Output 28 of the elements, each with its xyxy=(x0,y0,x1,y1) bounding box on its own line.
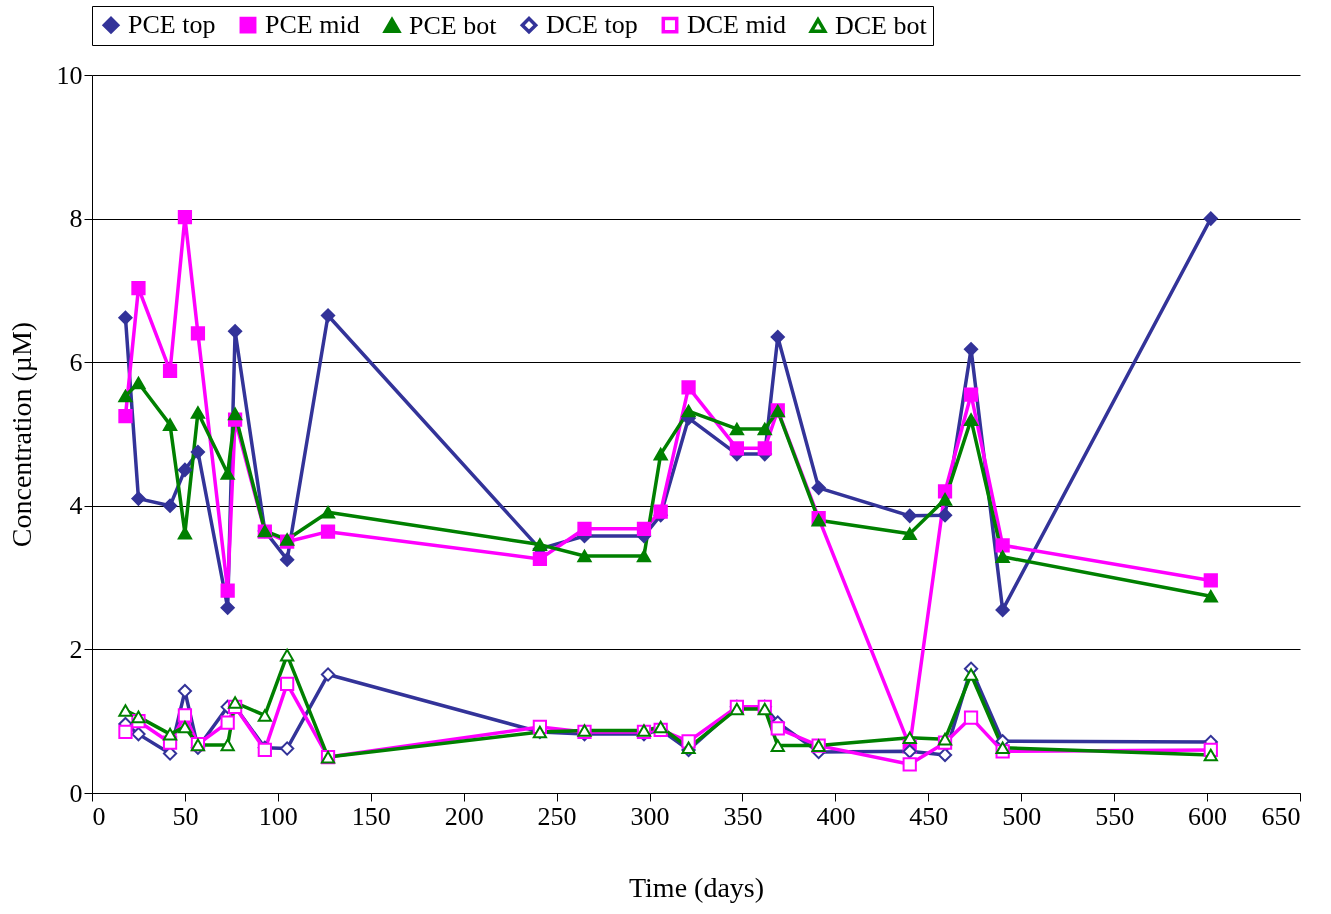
legend-label: DCE bot xyxy=(835,10,928,40)
legend-label: DCE top xyxy=(546,10,638,40)
y-tick-label: 10 xyxy=(56,60,83,90)
y-tick-label: 8 xyxy=(69,204,83,234)
x-tick-label: 350 xyxy=(723,801,763,831)
x-tick-label: 650 xyxy=(1261,801,1301,831)
y-tick-label: 4 xyxy=(69,491,83,521)
legend-label: PCE mid xyxy=(265,10,360,40)
legend-label: PCE top xyxy=(128,10,216,40)
x-tick-label: 600 xyxy=(1188,801,1228,831)
legend-label: DCE mid xyxy=(687,10,786,40)
y-axis-title: Concentration (µM) xyxy=(5,321,37,548)
legend-label: PCE bot xyxy=(409,10,498,40)
x-tick-label: 400 xyxy=(816,801,856,831)
x-tick-label: 250 xyxy=(537,801,577,831)
x-tick-label: 300 xyxy=(630,801,670,831)
y-tick-label: 2 xyxy=(69,634,83,664)
x-tick-label: 450 xyxy=(909,801,949,831)
x-tick-label: 500 xyxy=(1002,801,1042,831)
y-tick-label: 0 xyxy=(69,778,83,808)
x-tick-label: 100 xyxy=(258,801,298,831)
x-tick-label: 200 xyxy=(444,801,484,831)
x-tick-label: 550 xyxy=(1095,801,1135,831)
x-tick-label: 150 xyxy=(351,801,391,831)
x-axis-title: Time (days) xyxy=(628,871,765,903)
x-tick-label: 50 xyxy=(172,801,199,831)
y-tick-label: 6 xyxy=(69,347,83,377)
x-tick-label: 0 xyxy=(92,801,106,831)
